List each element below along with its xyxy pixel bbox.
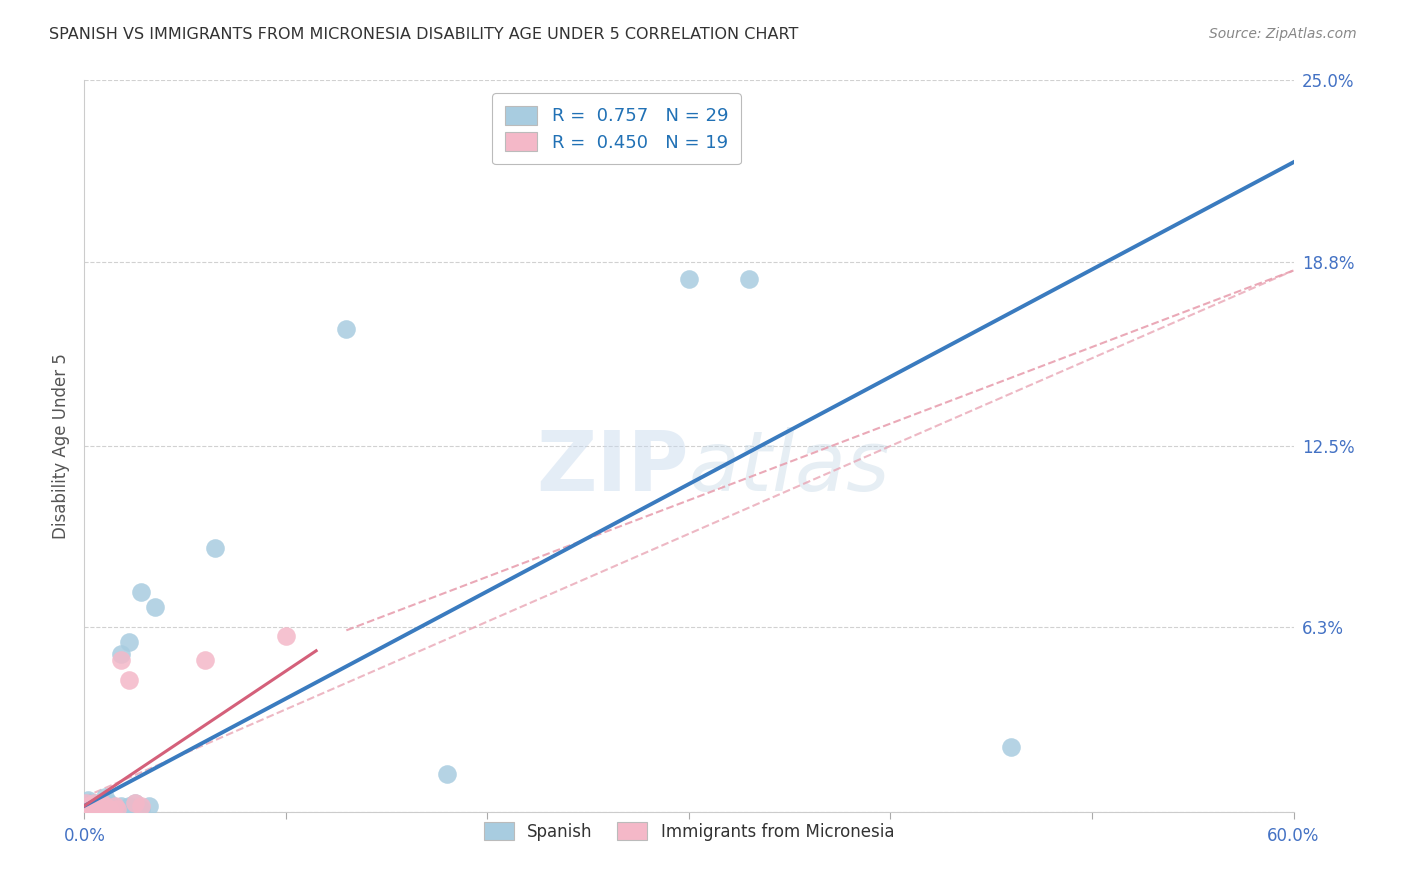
Point: [93, 790, 115, 805]
Point: [83, 796, 105, 810]
Point: [110, 647, 132, 661]
Point: [93, 798, 115, 813]
Point: [124, 796, 146, 810]
Point: [194, 652, 217, 666]
Point: [82, 802, 104, 816]
Point: [118, 798, 141, 813]
Point: [436, 766, 458, 780]
Point: [75, 796, 97, 810]
Point: [678, 272, 700, 286]
Point: [274, 629, 297, 643]
Point: [79, 802, 101, 816]
Point: [87, 802, 110, 816]
Point: [83, 796, 105, 810]
Point: [118, 673, 141, 687]
Point: [105, 802, 128, 816]
Point: [86, 802, 108, 816]
Point: [91, 798, 114, 813]
Point: [1000, 740, 1022, 755]
Point: [138, 798, 160, 813]
Point: [77, 798, 100, 813]
Point: [86, 798, 108, 813]
Text: ZIP: ZIP: [537, 427, 689, 508]
Point: [75, 796, 97, 810]
Point: [82, 798, 104, 813]
Text: Source: ZipAtlas.com: Source: ZipAtlas.com: [1209, 27, 1357, 41]
Point: [110, 652, 132, 666]
Point: [114, 802, 136, 816]
Point: [738, 272, 761, 286]
Point: [97, 802, 120, 816]
Point: [104, 798, 127, 813]
Point: [129, 585, 152, 599]
Point: [79, 798, 101, 813]
Y-axis label: Disability Age Under 5: Disability Age Under 5: [52, 353, 70, 539]
Point: [91, 796, 114, 810]
Point: [105, 802, 128, 816]
Point: [87, 798, 110, 813]
Text: atlas: atlas: [689, 427, 890, 508]
Point: [97, 796, 120, 810]
Point: [104, 802, 127, 816]
Point: [143, 599, 166, 614]
Point: [129, 802, 152, 816]
Legend: Spanish, Immigrants from Micronesia: Spanish, Immigrants from Micronesia: [477, 815, 901, 847]
Point: [110, 798, 132, 813]
Point: [89, 802, 111, 816]
Text: SPANISH VS IMMIGRANTS FROM MICRONESIA DISABILITY AGE UNDER 5 CORRELATION CHART: SPANISH VS IMMIGRANTS FROM MICRONESIA DI…: [49, 27, 799, 42]
Point: [204, 541, 226, 556]
Point: [118, 635, 141, 649]
Point: [335, 322, 357, 336]
Point: [100, 798, 122, 813]
Point: [77, 793, 100, 807]
Point: [129, 798, 152, 813]
Point: [124, 796, 146, 810]
